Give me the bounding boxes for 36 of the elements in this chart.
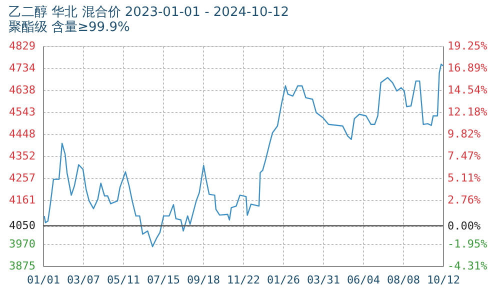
x-tick-label: 03/07 [66, 274, 100, 286]
x-tick-label: 01/01 [26, 274, 60, 286]
chart-subtitle: 聚酯级 含量≥99.9% [8, 20, 130, 35]
y-tick-label: 3970 [9, 238, 36, 251]
y2-tick-label: 5.11% [448, 172, 481, 185]
y-tick-label: 4638 [9, 84, 36, 97]
y-tick-label: 4257 [9, 171, 36, 184]
x-tick-label: 06/04 [346, 274, 380, 286]
x-tick-label: 09/18 [186, 274, 220, 286]
y-tick-label: 4829 [9, 40, 36, 52]
x-tick-label: 11/22 [226, 274, 260, 286]
y-tick-label: 3875 [9, 260, 36, 272]
y2-tick-label: 14.54% [448, 83, 488, 96]
y-tick-label: 4543 [9, 105, 36, 118]
y2-tick-label: -4.31% [448, 260, 488, 272]
x-tick-label: 05/11 [106, 274, 140, 286]
y2-tick-label: 19.25% [448, 40, 488, 52]
y2-tick-label: 12.18% [448, 106, 488, 119]
y2-tick-label: 16.89% [448, 62, 488, 75]
x-tick-label: 03/31 [306, 274, 340, 286]
x-tick-label: 07/15 [146, 274, 180, 286]
x-tick-label: 08/08 [386, 274, 420, 286]
chart-title: 乙二醇 华北 混合价 2023-01-01 - 2024-10-12 [8, 5, 289, 20]
y-tick-label: 4352 [9, 150, 36, 162]
y-tick-label: 4734 [9, 61, 36, 74]
y2-tick-label: -1.95% [448, 237, 488, 250]
x-tick-label: 01/26 [266, 274, 300, 286]
y2-tick-label: 2.76% [448, 193, 481, 206]
y2-tick-label: 0.00% [448, 219, 481, 232]
y-tick-label: 4050 [9, 219, 36, 232]
y-tick-label: 4448 [9, 127, 36, 140]
line-series [44, 64, 444, 248]
y2-tick-label: 9.82% [448, 128, 481, 141]
y-tick-label: 4161 [9, 194, 36, 207]
y2-tick-label: 7.47% [448, 150, 481, 162]
x-tick-label: 10/12 [426, 274, 460, 286]
